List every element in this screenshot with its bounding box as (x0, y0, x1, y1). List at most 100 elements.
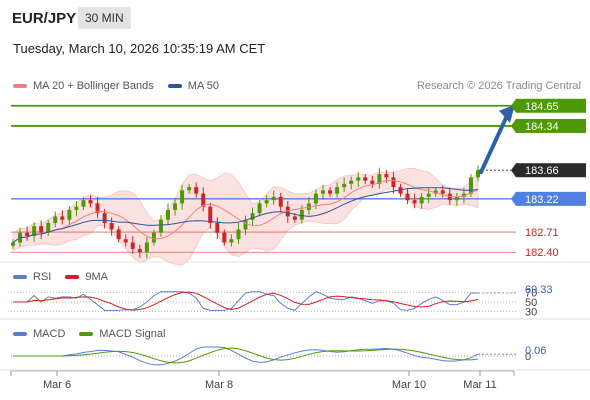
rsi-ma-swatch (65, 275, 80, 279)
candle-body (109, 222, 114, 230)
macd-zero-label: 0 (525, 351, 531, 363)
timeframe-badge[interactable]: 30 MIN (78, 7, 131, 29)
candle-body (264, 200, 269, 204)
level-tag-pointer-183.22 (511, 191, 516, 206)
candle-body (95, 203, 100, 214)
rsi-line (13, 291, 478, 311)
candle-body (11, 242, 15, 246)
level-label-182.71: 182.71 (525, 227, 559, 239)
candle-body (426, 193, 431, 197)
macd-signal-swatch (79, 332, 94, 336)
candle-body (67, 209, 72, 220)
chart-header: EUR/JPY 30 MIN (0, 0, 590, 36)
level-tag-pointer-183.66 (511, 163, 516, 178)
candle-body (461, 193, 466, 197)
credit-text: Research © 2026 Trading Central (416, 80, 581, 92)
legend-rsi: RSI (33, 271, 52, 283)
candle-body (292, 216, 297, 220)
candle-body (201, 193, 206, 207)
timestamp: Tuesday, March 10, 2026 10:35:19 AM CET (13, 41, 266, 56)
candle-body (384, 174, 389, 178)
rsi-swatch (13, 275, 27, 279)
candle-body (151, 232, 156, 243)
candle-body (81, 200, 86, 207)
candle-body (229, 239, 234, 243)
candle-body (236, 229, 241, 240)
candle-body (468, 177, 473, 194)
candle-body (299, 209, 304, 220)
ma50-swatch (167, 84, 182, 88)
legend-ma20: MA 20 + Bollinger Bands (33, 80, 154, 92)
candle-body (25, 232, 30, 236)
candle-body (222, 232, 227, 243)
level-label-184.34: 184.34 (525, 121, 559, 133)
candle-body (32, 226, 37, 236)
candle-body (342, 183, 347, 188)
rsi-level-label-70: 70 (525, 288, 537, 300)
candle-body (208, 206, 213, 223)
candle-body (391, 177, 396, 188)
candle-body (130, 242, 135, 249)
level-tag-pointer-184.65 (511, 98, 516, 113)
legend-macd-signal: MACD Signal (99, 328, 166, 340)
candle-body (46, 222, 51, 233)
level-label-183.66: 183.66 (525, 165, 559, 177)
candle-body (243, 219, 248, 230)
x-tick-label-1: Mar 8 (205, 379, 233, 391)
x-tick-label-2: Mar 10 (392, 379, 426, 391)
candle-body (271, 196, 276, 201)
candle-body (349, 180, 354, 184)
candle-body (88, 200, 93, 204)
candle-body (321, 190, 325, 194)
candle-body (215, 222, 220, 233)
candle-body (60, 216, 65, 220)
level-label-184.65: 184.65 (525, 101, 559, 113)
main-legend: MA 20 + Bollinger Bands MA 50 (13, 80, 219, 92)
ma20-swatch (13, 84, 27, 88)
candle-body (363, 177, 368, 181)
candle-body (440, 190, 445, 194)
candle-body (53, 216, 58, 223)
candle-body (285, 206, 290, 217)
x-tick-label-0: Mar 6 (43, 379, 71, 391)
legend-macd: MACD (33, 328, 66, 340)
candle-body (328, 190, 333, 194)
candle-body (356, 177, 361, 181)
candle-body (194, 187, 199, 194)
x-tick-label-3: Mar 11 (463, 379, 496, 391)
candle-body (433, 190, 438, 194)
candle-body (250, 213, 255, 220)
candle-body (158, 219, 163, 233)
candle-body (187, 187, 192, 191)
rsi-level-label-50: 50 (525, 297, 537, 309)
legend-ma50: MA 50 (187, 80, 219, 92)
forecast-arrow-head (499, 104, 515, 123)
macd-last-label: 0.06 (525, 345, 546, 357)
rsi-ma-line (13, 291, 479, 311)
rsi-last-label: 69.33 (525, 284, 553, 296)
level-label-182.40: 182.40 (525, 247, 559, 259)
rsi-level-label-30: 30 (525, 306, 537, 318)
candle-body (335, 187, 340, 194)
candle-body (116, 229, 121, 240)
macd-signal-line (13, 347, 479, 364)
candle-body (173, 203, 178, 210)
candle-body (39, 226, 44, 233)
macd-line (13, 346, 479, 366)
candle-body (370, 180, 375, 184)
level-tag-bg-183.22 (516, 191, 586, 206)
forecast-arrow-shaft (479, 113, 509, 175)
candle-body (476, 170, 480, 178)
candle-body (419, 196, 424, 204)
macd-swatch (13, 332, 27, 336)
ma50-line (12, 187, 479, 243)
ma20-line (12, 180, 479, 243)
candle-body (257, 203, 262, 214)
level-tag-pointer-184.34 (511, 118, 516, 133)
candle-body (278, 196, 283, 207)
macd-legend: MACD MACD Signal (13, 328, 165, 340)
candle-body (313, 193, 318, 204)
level-tag-bg-184.34 (516, 118, 586, 133)
candle-body (405, 193, 410, 201)
